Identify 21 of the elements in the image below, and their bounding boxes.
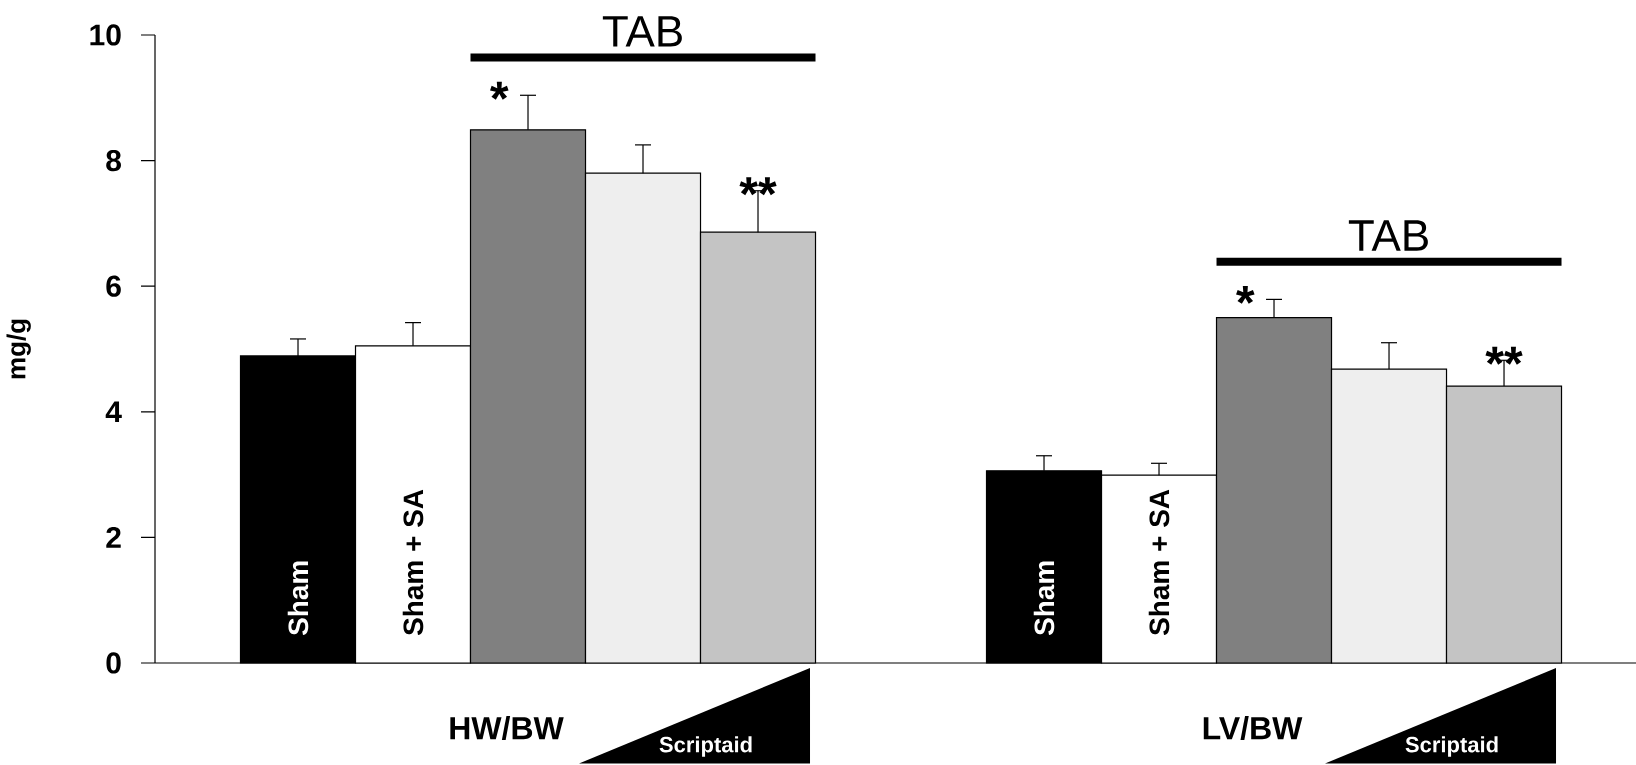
annotation: ** bbox=[739, 177, 777, 196]
y-tick-label: 2 bbox=[106, 526, 121, 548]
annotation: ** bbox=[1485, 346, 1523, 365]
y-axis-title: mg/g bbox=[6, 319, 31, 379]
text: Scriptaid bbox=[1405, 736, 1498, 757]
x-tick-label: HW/BW bbox=[450, 716, 564, 740]
x-tick-label: LV/BW bbox=[1203, 716, 1303, 740]
annotation: * bbox=[490, 81, 509, 100]
y-tick-label: 10 bbox=[90, 24, 121, 46]
annotation: TAB bbox=[1348, 220, 1428, 251]
y-tick-label: 8 bbox=[106, 149, 121, 172]
series-label: Sham bbox=[287, 561, 309, 636]
annotation: * bbox=[1236, 285, 1255, 304]
series-label: Sham + SA bbox=[1148, 489, 1170, 636]
text: Scriptaid bbox=[659, 736, 752, 757]
text: Sham + SA bbox=[402, 489, 424, 636]
text: Sham bbox=[1033, 561, 1055, 636]
y-tick-label: 6 bbox=[106, 275, 121, 297]
y-tick-label: 4 bbox=[105, 401, 122, 423]
annotation: TAB bbox=[602, 16, 682, 47]
y-tick-label: 0 bbox=[106, 652, 121, 674]
